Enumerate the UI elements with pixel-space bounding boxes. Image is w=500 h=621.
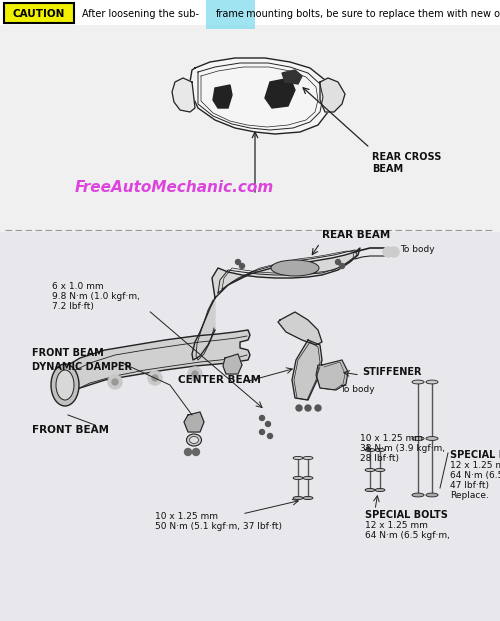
Text: CENTER BEAM: CENTER BEAM [178, 375, 261, 385]
Circle shape [192, 371, 198, 377]
Text: 50 N·m (5.1 kgf·m, 37 lbf·ft): 50 N·m (5.1 kgf·m, 37 lbf·ft) [155, 522, 282, 531]
Polygon shape [184, 412, 204, 432]
Text: 10 x 1.25 mm: 10 x 1.25 mm [155, 512, 218, 521]
Text: REAR CROSS
BEAM: REAR CROSS BEAM [372, 152, 442, 174]
Text: 64 N·m (6.5 kgf·m,: 64 N·m (6.5 kgf·m, [365, 531, 450, 540]
Ellipse shape [412, 437, 424, 440]
Polygon shape [60, 330, 250, 400]
Text: STIFFENER: STIFFENER [362, 367, 422, 377]
Text: frame: frame [216, 9, 245, 19]
Circle shape [112, 379, 118, 385]
Circle shape [240, 263, 244, 268]
FancyBboxPatch shape [4, 3, 74, 23]
Circle shape [260, 430, 264, 435]
Text: SPECIAL BOLTS: SPECIAL BOLTS [365, 510, 448, 520]
Ellipse shape [51, 364, 79, 406]
Ellipse shape [426, 493, 438, 497]
Ellipse shape [303, 476, 313, 479]
Ellipse shape [365, 468, 375, 471]
Bar [0, 25, 500, 233]
Ellipse shape [190, 437, 198, 443]
Ellipse shape [375, 448, 385, 451]
Polygon shape [212, 248, 360, 298]
Ellipse shape [375, 468, 385, 471]
Ellipse shape [303, 496, 313, 499]
Circle shape [389, 247, 399, 257]
Ellipse shape [293, 456, 303, 460]
Text: 6 x 1.0 mm: 6 x 1.0 mm [52, 282, 104, 291]
Polygon shape [316, 360, 348, 390]
Circle shape [236, 260, 240, 265]
Ellipse shape [365, 489, 375, 492]
Text: SPECIAL BOLTS: SPECIAL BOLTS [450, 450, 500, 460]
Ellipse shape [375, 489, 385, 492]
Circle shape [148, 371, 162, 385]
Text: 38 N·m (3.9 kgf·m,: 38 N·m (3.9 kgf·m, [360, 444, 445, 453]
Ellipse shape [303, 456, 313, 460]
Ellipse shape [426, 380, 438, 384]
Circle shape [268, 433, 272, 438]
Text: 64 N·m (6.5 kgf·m,: 64 N·m (6.5 kgf·m, [450, 471, 500, 480]
Ellipse shape [426, 437, 438, 440]
Text: Replace.: Replace. [450, 491, 489, 500]
Circle shape [192, 448, 200, 455]
Circle shape [260, 415, 264, 420]
Ellipse shape [412, 380, 424, 384]
Text: 12 x 1.25 mm: 12 x 1.25 mm [365, 521, 428, 530]
Polygon shape [282, 70, 302, 84]
Text: FreeAutoMechanic.com: FreeAutoMechanic.com [75, 181, 274, 196]
Polygon shape [190, 58, 330, 134]
Circle shape [383, 247, 393, 257]
Ellipse shape [412, 493, 424, 497]
Circle shape [108, 375, 122, 389]
Polygon shape [265, 78, 295, 108]
Text: FRONT BEAM: FRONT BEAM [32, 425, 109, 435]
Circle shape [184, 448, 192, 455]
Polygon shape [320, 78, 345, 112]
Text: 7.2 lbf·ft): 7.2 lbf·ft) [52, 302, 94, 311]
Polygon shape [292, 340, 322, 400]
Text: 12 x 1.25 mm: 12 x 1.25 mm [450, 461, 500, 470]
Text: 47 lbf·ft): 47 lbf·ft) [450, 481, 489, 490]
Circle shape [340, 263, 344, 268]
Text: 9.8 N·m (1.0 kgf·m,: 9.8 N·m (1.0 kgf·m, [52, 292, 140, 301]
Text: 28 lbf·ft): 28 lbf·ft) [360, 454, 399, 463]
Circle shape [336, 260, 340, 265]
Text: mounting bolts, be sure to replace them with new ones.: mounting bolts, be sure to replace them … [243, 9, 500, 19]
Bar [0, 232, 500, 621]
Ellipse shape [56, 370, 74, 400]
Text: To body: To body [340, 386, 374, 394]
Text: REAR BEAM: REAR BEAM [322, 230, 390, 240]
Circle shape [315, 405, 321, 411]
Ellipse shape [293, 476, 303, 479]
Ellipse shape [365, 448, 375, 451]
Circle shape [266, 422, 270, 427]
Text: FRONT BEAM
DYNAMIC DAMPER: FRONT BEAM DYNAMIC DAMPER [32, 348, 132, 371]
Ellipse shape [186, 434, 202, 446]
Circle shape [152, 375, 158, 381]
Polygon shape [278, 312, 322, 345]
Polygon shape [213, 85, 232, 108]
Ellipse shape [271, 260, 319, 276]
Circle shape [305, 405, 311, 411]
Circle shape [296, 405, 302, 411]
Text: After loosening the sub-: After loosening the sub- [82, 9, 199, 19]
Polygon shape [192, 298, 215, 360]
Polygon shape [223, 354, 242, 374]
Text: 10 x 1.25 mm: 10 x 1.25 mm [360, 434, 423, 443]
Circle shape [188, 367, 202, 381]
Text: To body: To body [400, 245, 434, 255]
Polygon shape [172, 78, 195, 112]
Ellipse shape [293, 496, 303, 499]
Text: CAUTION: CAUTION [13, 9, 65, 19]
